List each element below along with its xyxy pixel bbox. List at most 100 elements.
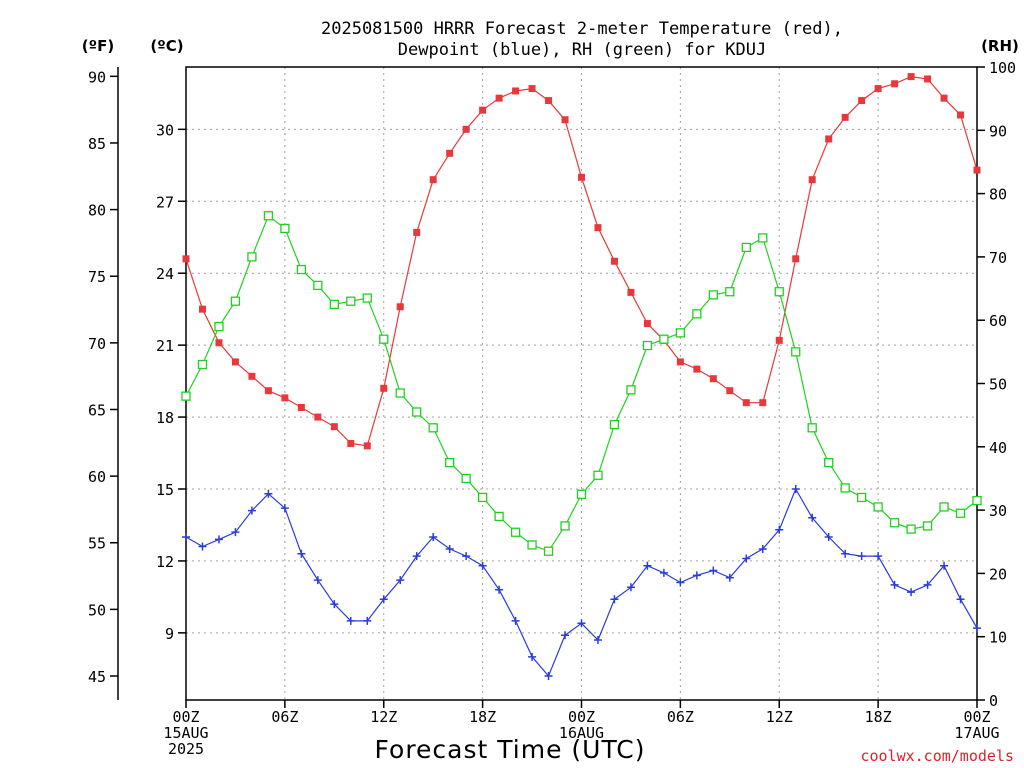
rh-point [296,264,307,275]
data-series [181,73,982,681]
celsius-tick-label: 9 [165,625,174,643]
temperature-point [446,149,454,157]
rh-point [609,419,620,430]
dewpoint-series [182,485,981,681]
temperature-point [545,97,553,105]
dewpoint-point [890,580,899,589]
dewpoint-point [495,585,504,594]
temperature-point [594,224,602,232]
dewpoint-point [280,504,289,513]
rh-point [741,242,751,253]
fahrenheit-tick-label: 45 [88,668,106,686]
rh-point [362,293,372,303]
rh-point [510,527,521,537]
dewpoint-point [676,578,685,587]
fahrenheit-tick-label: 60 [88,468,106,486]
temperature-point [825,135,833,143]
dewpoint-point [478,561,487,570]
temperature-point [396,303,404,311]
temperature-line [185,75,978,447]
temperature-point [775,336,783,344]
rh-point [922,521,933,531]
rh-point [692,309,702,319]
celsius-tick-label: 18 [156,409,174,427]
rh-point [824,457,834,468]
chart-title-line2: Dewpoint (blue), RH (green) for KDUJ [398,40,766,60]
dewpoint-point [923,580,932,589]
rh-tick-label: 90 [989,122,1007,140]
fahrenheit-tick-label: 55 [88,535,106,553]
dewpoint-point [231,528,240,537]
temperature-point [198,305,206,313]
temperature-point [940,94,948,102]
rh-point [181,391,191,401]
rh-tick-label: 60 [989,312,1007,330]
rh-point [758,233,768,243]
temperature-point [759,399,767,407]
temperature-point [495,94,503,102]
temperature-point [858,97,866,105]
temperature-point [841,113,849,121]
temperature-point [709,375,717,383]
fahrenheit-tick-label: 50 [88,601,106,619]
temperature-point [380,384,388,392]
rh-point [856,492,867,503]
temperature-point [264,387,272,395]
x-tick-label: 16AUG [559,724,604,742]
temperature-point [792,255,800,263]
rh-tick-label: 40 [989,439,1007,457]
credit-text: coolwx.com/models [860,747,1014,765]
temperature-point [561,116,569,124]
temperature-point [512,87,520,95]
rh-point [197,359,208,370]
dewpoint-point [462,552,471,561]
dewpoint-point [956,595,965,604]
fahrenheit-tick-label: 65 [88,401,106,419]
dewpoint-point [643,561,652,570]
dewpoint-point [528,652,537,661]
x-tick-label: 06Z [271,708,298,726]
rh-tick-label: 20 [989,565,1007,583]
dewpoint-point [841,549,850,558]
dewpoint-point [610,595,619,604]
dewpoint-point [824,532,833,541]
dewpoint-point [758,544,767,553]
rh-point [527,540,537,550]
temperature-point [215,339,223,347]
rh-point [379,334,389,344]
rh-point [576,489,587,499]
dewpoint-point [247,506,256,515]
dewpoint-point [396,576,405,585]
dewpoint-point [659,568,668,577]
x-tick-label: 00Z [963,708,990,726]
rh-point [972,495,982,506]
rh-tick-label: 0 [989,692,998,710]
temperature-point [528,85,536,93]
temperature-point [610,257,618,265]
rh-point [230,296,241,306]
temperature-point [808,176,816,184]
celsius-tick-label: 12 [156,553,174,571]
temperature-point [907,73,915,81]
temperature-point [742,399,750,407]
rh-point [939,502,949,512]
dewpoint-point [313,576,322,585]
temperature-point [578,173,585,181]
temperature-point [347,439,355,447]
rh-series [181,211,982,556]
dewpoint-point [857,552,866,561]
dewpoint-point [742,554,751,563]
dewpoint-point [182,532,190,541]
celsius-tick-label: 24 [156,265,174,283]
rh-point [807,423,817,433]
rh-point [725,287,735,297]
fahrenheit-tick-label: 85 [88,135,106,153]
celsius-tick-label: 30 [156,121,174,139]
rh-point [889,518,900,528]
temperature-point [643,320,651,328]
x-tick-label: 17AUG [954,724,999,742]
rh-point [840,483,850,493]
celsius-tick-label: 15 [156,481,174,499]
rh-point [346,296,356,306]
